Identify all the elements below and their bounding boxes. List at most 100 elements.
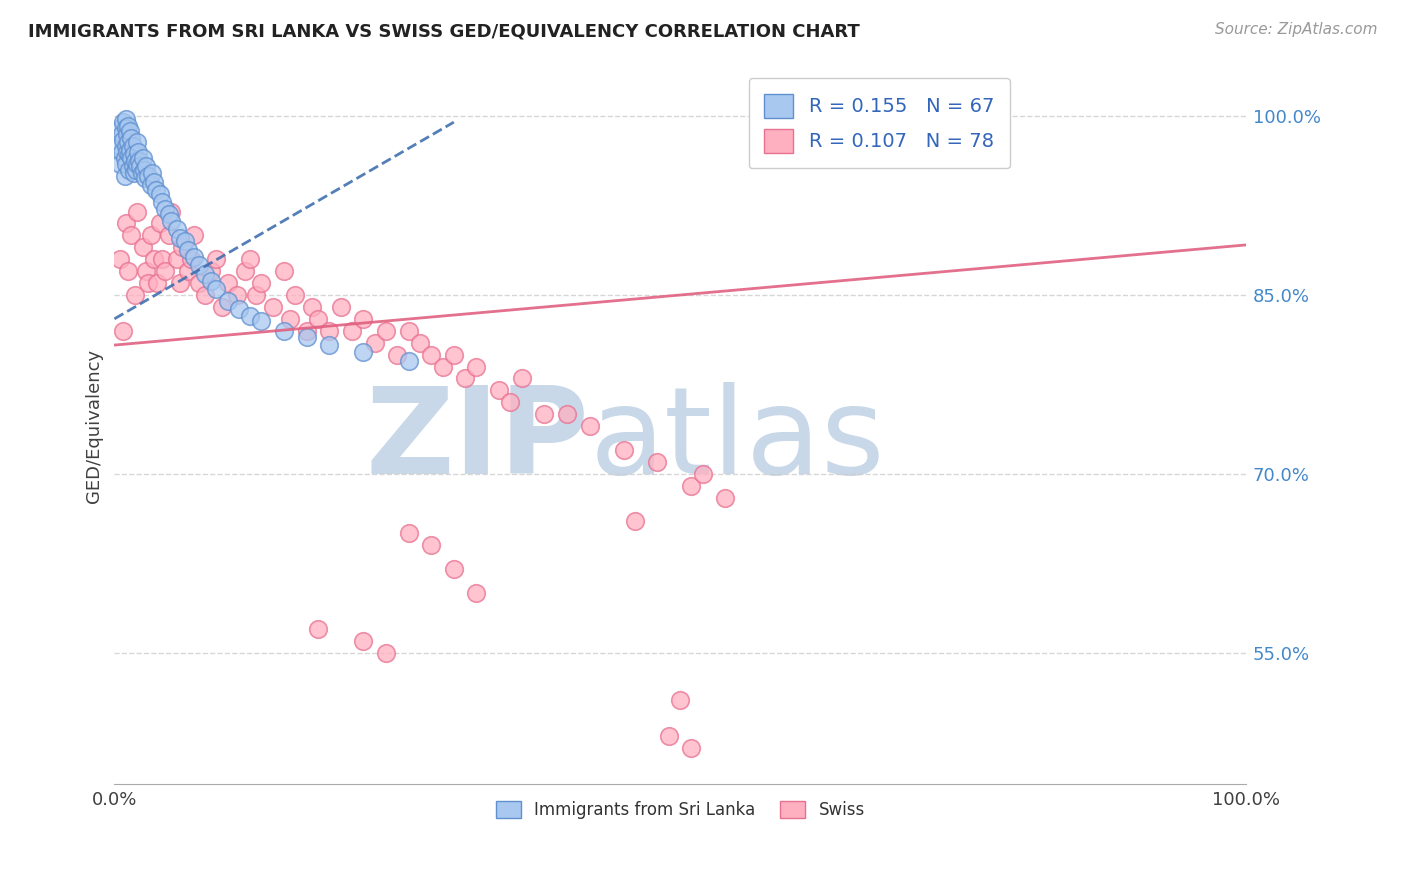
Point [125, 204, 148, 219]
Point [114, 112, 136, 126]
Point [363, 335, 385, 350]
Point [110, 121, 132, 136]
Y-axis label: GED/Equivalency: GED/Equivalency [86, 349, 103, 503]
Point [177, 243, 200, 257]
Point [669, 693, 692, 707]
Point [114, 157, 136, 171]
Point [278, 311, 301, 326]
Point [157, 207, 180, 221]
Point [681, 479, 703, 493]
Point [352, 345, 374, 359]
Point [150, 194, 173, 209]
Point [155, 264, 177, 278]
Point [318, 338, 340, 352]
Point [374, 646, 396, 660]
Point [157, 228, 180, 243]
Point [143, 175, 166, 189]
Point [120, 151, 142, 165]
Point [454, 371, 477, 385]
Point [352, 311, 374, 326]
Point [387, 348, 409, 362]
Legend: Immigrants from Sri Lanka, Swiss: Immigrants from Sri Lanka, Swiss [489, 794, 872, 825]
Point [112, 133, 135, 147]
Point [307, 311, 329, 326]
Point [499, 395, 522, 409]
Point [166, 222, 188, 236]
Point [284, 288, 307, 302]
Point [124, 154, 146, 169]
Point [124, 288, 146, 302]
Point [273, 264, 295, 278]
Point [118, 162, 141, 177]
Point [122, 166, 145, 180]
Point [114, 151, 136, 165]
Point [409, 335, 432, 350]
Text: ZIP: ZIP [366, 382, 589, 499]
Point [217, 293, 239, 308]
Point [127, 145, 149, 159]
Point [155, 202, 177, 217]
Point [120, 143, 142, 157]
Point [115, 127, 138, 141]
Point [510, 371, 533, 385]
Point [115, 145, 138, 159]
Point [420, 538, 443, 552]
Point [120, 130, 142, 145]
Point [211, 300, 233, 314]
Point [111, 127, 134, 141]
Text: Source: ZipAtlas.com: Source: ZipAtlas.com [1215, 22, 1378, 37]
Point [443, 348, 465, 362]
Point [108, 157, 131, 171]
Point [188, 258, 211, 272]
Point [166, 252, 188, 267]
Point [122, 147, 145, 161]
Text: atlas: atlas [589, 382, 886, 499]
Point [273, 324, 295, 338]
Point [250, 276, 273, 290]
Point [145, 183, 167, 197]
Point [200, 264, 222, 278]
Text: IMMIGRANTS FROM SRI LANKA VS SWISS GED/EQUIVALENCY CORRELATION CHART: IMMIGRANTS FROM SRI LANKA VS SWISS GED/E… [28, 22, 860, 40]
Point [129, 159, 152, 173]
Point [149, 217, 172, 231]
Point [398, 353, 420, 368]
Point [295, 329, 318, 343]
Point [108, 139, 131, 153]
Point [225, 288, 247, 302]
Point [658, 729, 681, 743]
Point [180, 252, 202, 267]
Point [295, 324, 318, 338]
Point [173, 235, 195, 249]
Point [160, 214, 183, 228]
Point [200, 274, 222, 288]
Point [125, 136, 148, 150]
Point [114, 217, 136, 231]
Point [183, 228, 205, 243]
Point [120, 123, 142, 137]
Point [111, 145, 134, 159]
Point [134, 171, 156, 186]
Point [135, 159, 157, 173]
Point [150, 252, 173, 267]
Point [301, 300, 323, 314]
Point [307, 622, 329, 636]
Point [131, 240, 153, 254]
Point [533, 407, 555, 421]
Point [245, 288, 267, 302]
Point [443, 562, 465, 576]
Point [555, 407, 578, 421]
Point [420, 348, 443, 362]
Point [194, 288, 217, 302]
Point [250, 314, 273, 328]
Point [135, 264, 157, 278]
Point [149, 186, 172, 201]
Point [169, 231, 191, 245]
Point [398, 526, 420, 541]
Point [146, 276, 169, 290]
Point [183, 250, 205, 264]
Point [714, 491, 737, 505]
Point [125, 157, 148, 171]
Point [465, 359, 488, 374]
Point [228, 302, 250, 317]
Point [177, 264, 200, 278]
